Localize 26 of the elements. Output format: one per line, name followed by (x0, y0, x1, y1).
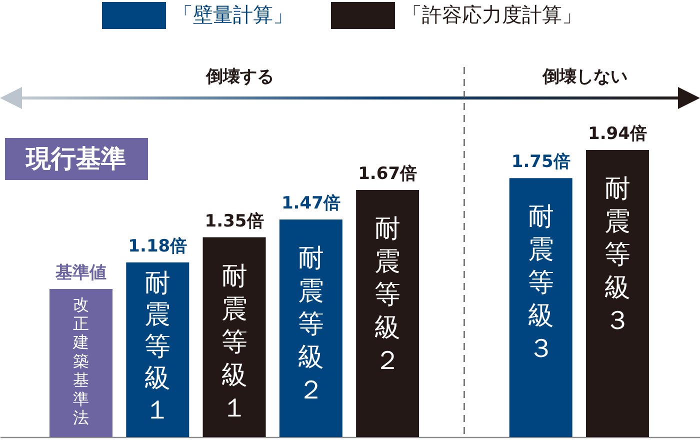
bar (126, 262, 190, 437)
annotation: 現行基準 (25, 144, 126, 173)
data-label: 1.47倍 (281, 194, 340, 214)
x-tick-label: 改正建築基準法 (72, 295, 89, 428)
data-label: 1.18倍 (128, 236, 188, 256)
bar (202, 237, 266, 437)
bar (279, 220, 342, 437)
legend-label: 「許容応力度計算」 (402, 2, 582, 26)
bar (586, 150, 649, 437)
x-tick-label: 耐震等級１ (221, 261, 248, 424)
data-label: 基準値 (54, 263, 106, 284)
data-label: 1.94倍 (588, 124, 647, 144)
data-label: 1.67倍 (358, 164, 418, 184)
x-tick-label: 耐震等級３ (604, 174, 630, 336)
bar (50, 289, 112, 437)
bar (509, 178, 572, 437)
x-tick-label: 耐震等級１ (144, 268, 171, 426)
x-tick-label: 耐震等級２ (298, 244, 324, 406)
data-label: 1.75倍 (511, 152, 570, 172)
text: 倒壊しない (542, 67, 628, 87)
legend-label: 「壁量計算」 (173, 2, 293, 26)
x-tick-label: 耐震等級２ (374, 214, 401, 376)
x-tick-label: 耐震等級３ (528, 202, 554, 364)
bar (356, 190, 420, 437)
data-label: 1.35倍 (204, 211, 264, 232)
text: 倒壊する (205, 67, 274, 87)
